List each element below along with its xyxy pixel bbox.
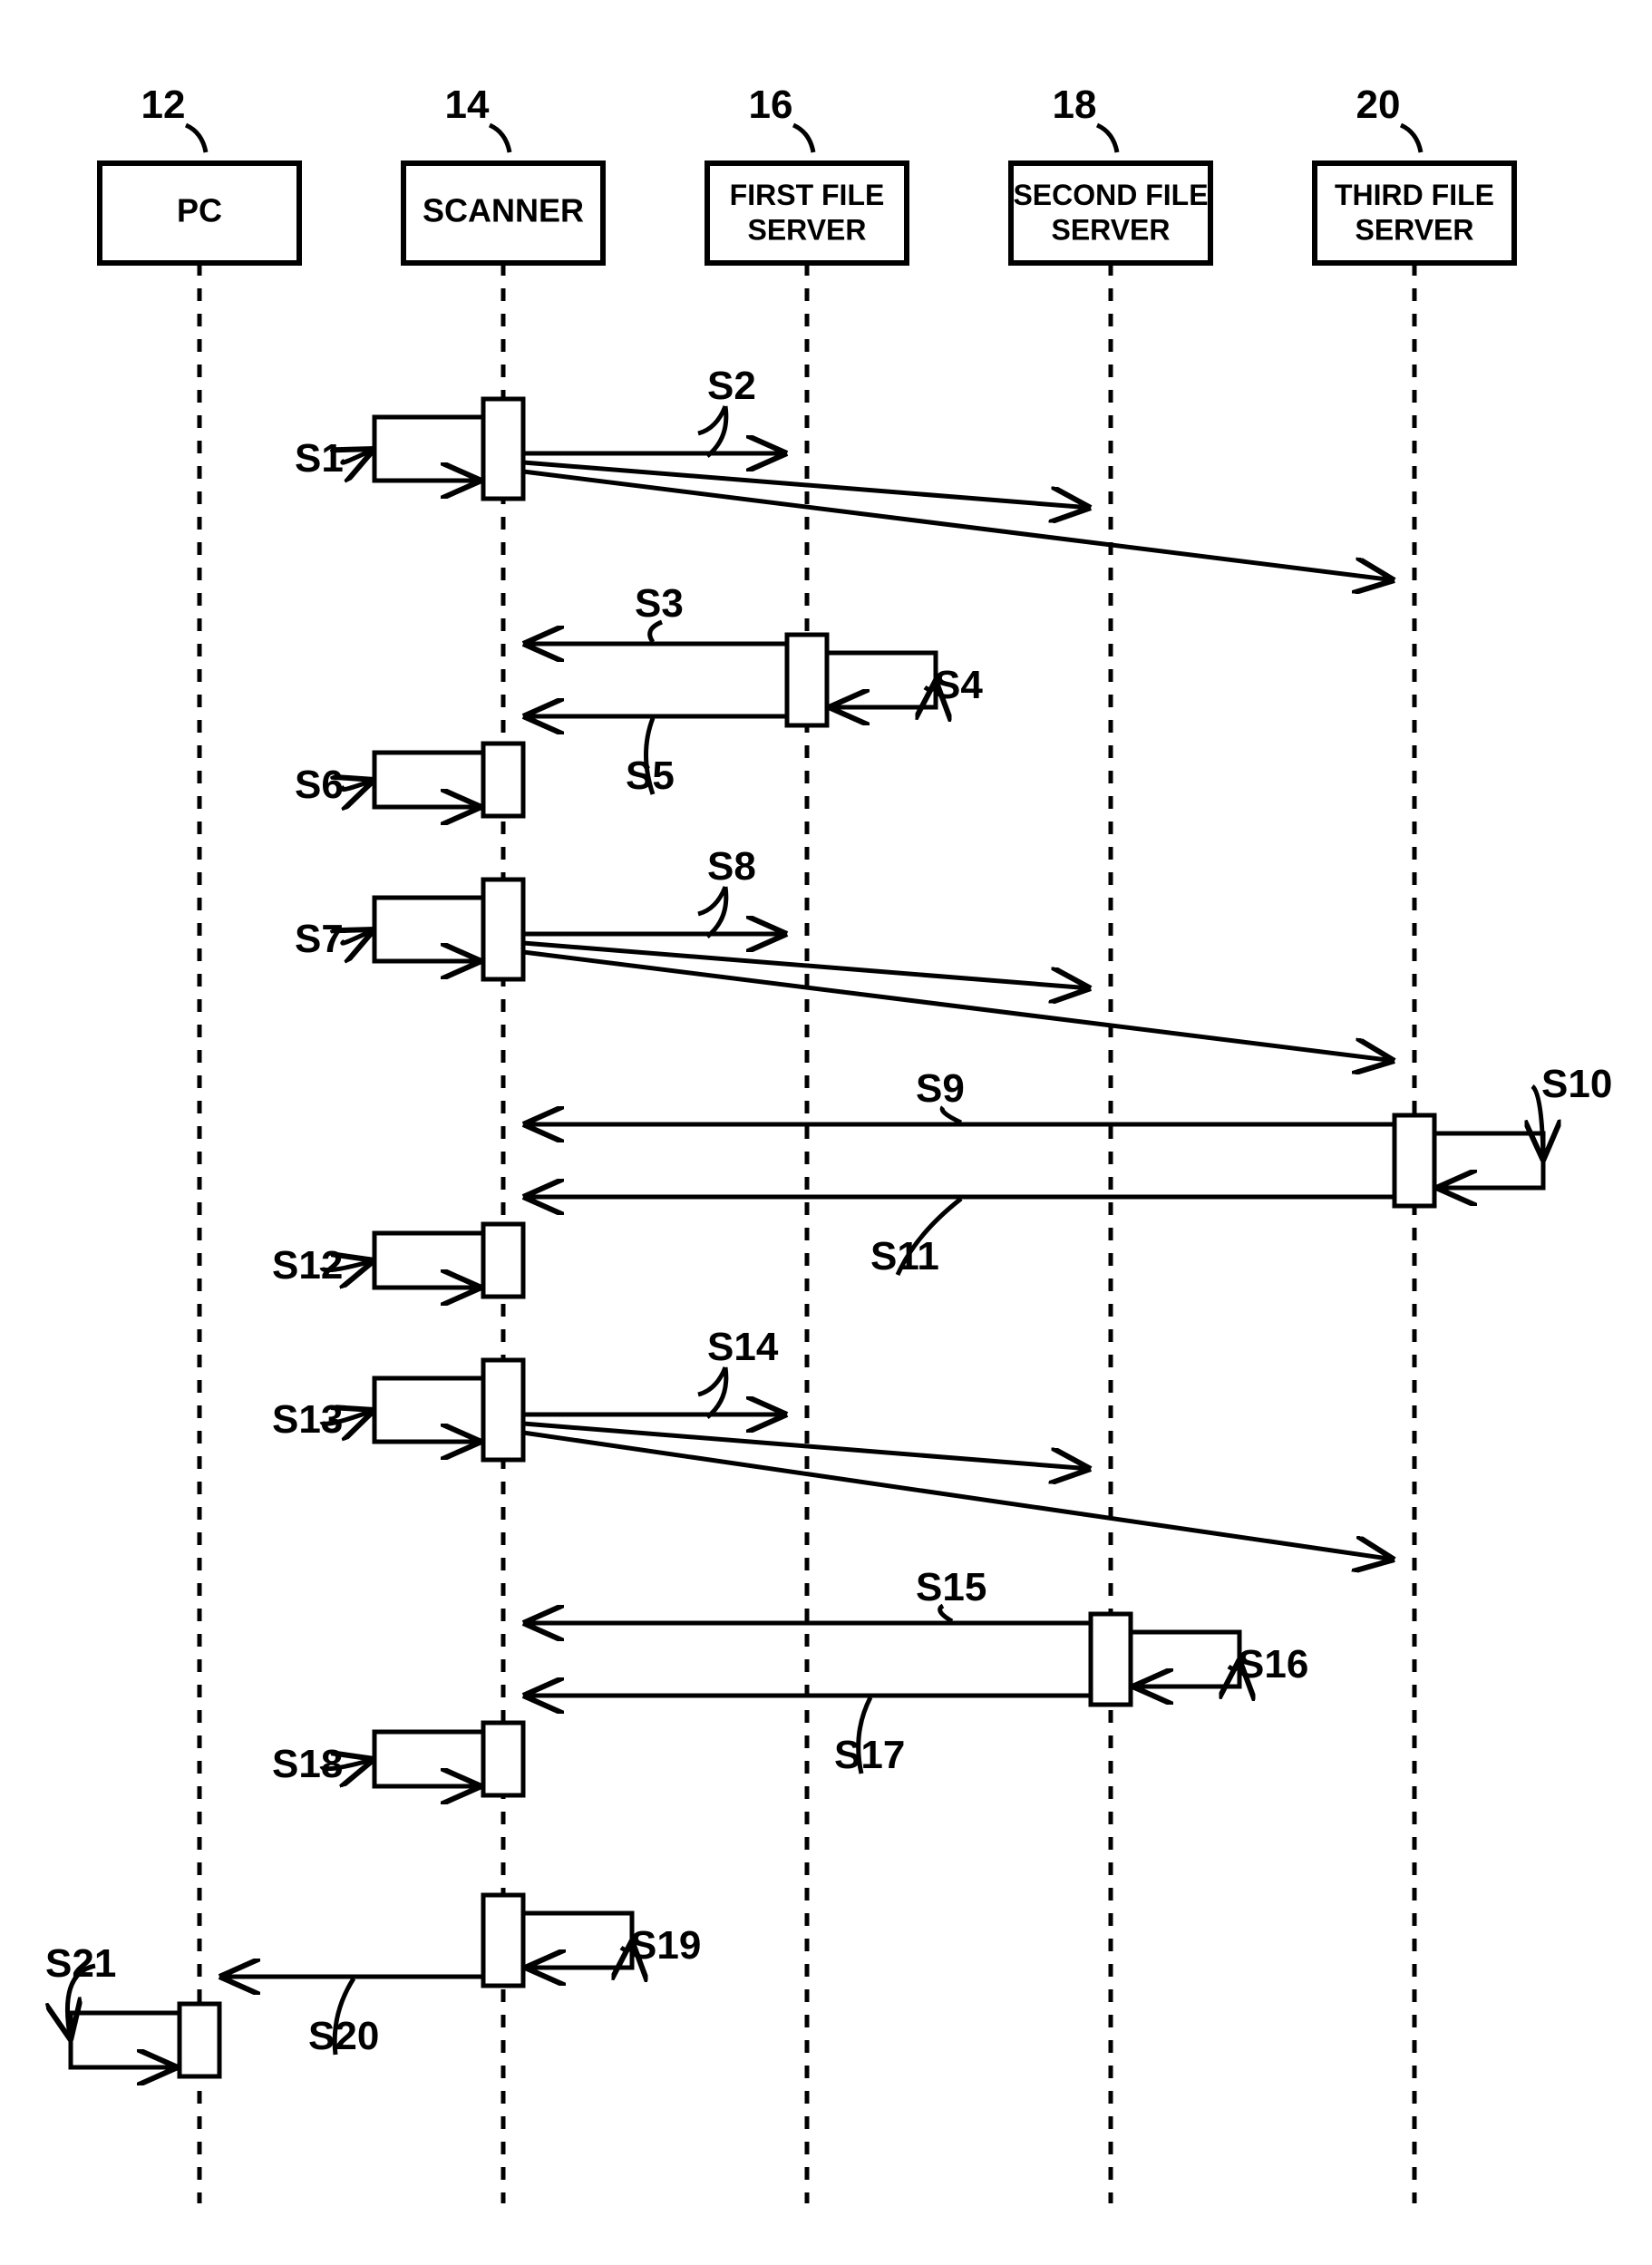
- brace-leader: [698, 406, 726, 456]
- lane-label-srv1: FIRST FILE: [730, 179, 885, 211]
- leader-line: [793, 125, 813, 152]
- lane-ref-pc: 12: [141, 83, 186, 127]
- leader-line: [490, 125, 510, 152]
- leader-line: [343, 929, 374, 943]
- leader-line: [1097, 125, 1117, 152]
- step-label-S6: S6: [295, 763, 344, 807]
- activation-bar: [483, 880, 523, 979]
- message-arrow: [523, 952, 1394, 1061]
- lane-label-srv3: SERVER: [1355, 213, 1473, 246]
- self-call: [374, 1378, 483, 1442]
- self-call: [374, 417, 483, 481]
- lane-label-scanner: SCANNER: [423, 192, 584, 229]
- lane-ref-srv2: 18: [1053, 83, 1097, 127]
- step-label-S19: S19: [630, 1923, 701, 1968]
- lane-ref-srv1: 16: [749, 83, 793, 127]
- lane-ref-scanner: 14: [445, 83, 490, 127]
- activation-bar: [483, 1360, 523, 1460]
- step-label-S15: S15: [916, 1565, 986, 1609]
- lane-label-srv1: SERVER: [747, 213, 866, 246]
- lane-label-pc: PC: [177, 192, 222, 229]
- message-arrow: [523, 1433, 1394, 1560]
- lane-label-srv3: THIRD FILE: [1335, 179, 1494, 211]
- step-label-S2: S2: [707, 364, 756, 408]
- step-label-S21: S21: [45, 1941, 116, 1986]
- activation-bar: [180, 2004, 219, 2076]
- message-arrow: [523, 471, 1394, 580]
- step-label-S7: S7: [295, 917, 344, 961]
- activation-bar: [483, 399, 523, 499]
- activation-bar: [483, 1224, 523, 1297]
- step-label-S13: S13: [272, 1397, 343, 1442]
- self-call: [1131, 1632, 1239, 1687]
- activation-bar: [1394, 1115, 1434, 1206]
- step-label-S9: S9: [916, 1066, 965, 1111]
- leader-line: [343, 780, 374, 790]
- activation-bar: [1091, 1614, 1131, 1705]
- step-label-S12: S12: [272, 1243, 343, 1288]
- step-label-S16: S16: [1238, 1642, 1308, 1687]
- step-label-S8: S8: [707, 844, 756, 889]
- activation-bar: [787, 635, 827, 725]
- brace-leader: [698, 1367, 726, 1417]
- self-call: [71, 2013, 180, 2067]
- step-label-S14: S14: [707, 1325, 779, 1369]
- lane-ref-srv3: 20: [1356, 83, 1401, 127]
- activation-bar: [483, 1723, 523, 1795]
- self-call: [374, 753, 483, 807]
- step-label-S3: S3: [635, 581, 684, 626]
- self-call: [374, 1732, 483, 1786]
- activation-bar: [483, 744, 523, 816]
- leader-line: [343, 449, 374, 462]
- lane-label-srv2: SERVER: [1051, 213, 1170, 246]
- sequence-diagram: 12PC14SCANNER16FIRST FILESERVER18SECOND …: [0, 0, 1652, 2265]
- lane-label-srv2: SECOND FILE: [1013, 179, 1208, 211]
- step-label-S1: S1: [295, 436, 344, 481]
- self-call: [523, 1913, 632, 1968]
- brace-leader: [698, 887, 726, 937]
- self-call: [827, 653, 936, 707]
- step-label-S4: S4: [934, 663, 983, 707]
- step-label-S20: S20: [308, 2014, 379, 2058]
- self-call: [374, 1233, 483, 1288]
- step-label-S10: S10: [1541, 1062, 1612, 1106]
- self-call: [374, 898, 483, 961]
- step-label-S18: S18: [272, 1742, 343, 1786]
- leader-line: [186, 125, 206, 152]
- self-call: [1434, 1133, 1543, 1188]
- activation-bar: [483, 1895, 523, 1986]
- step-label-S17: S17: [834, 1733, 905, 1777]
- leader-line: [1401, 125, 1421, 152]
